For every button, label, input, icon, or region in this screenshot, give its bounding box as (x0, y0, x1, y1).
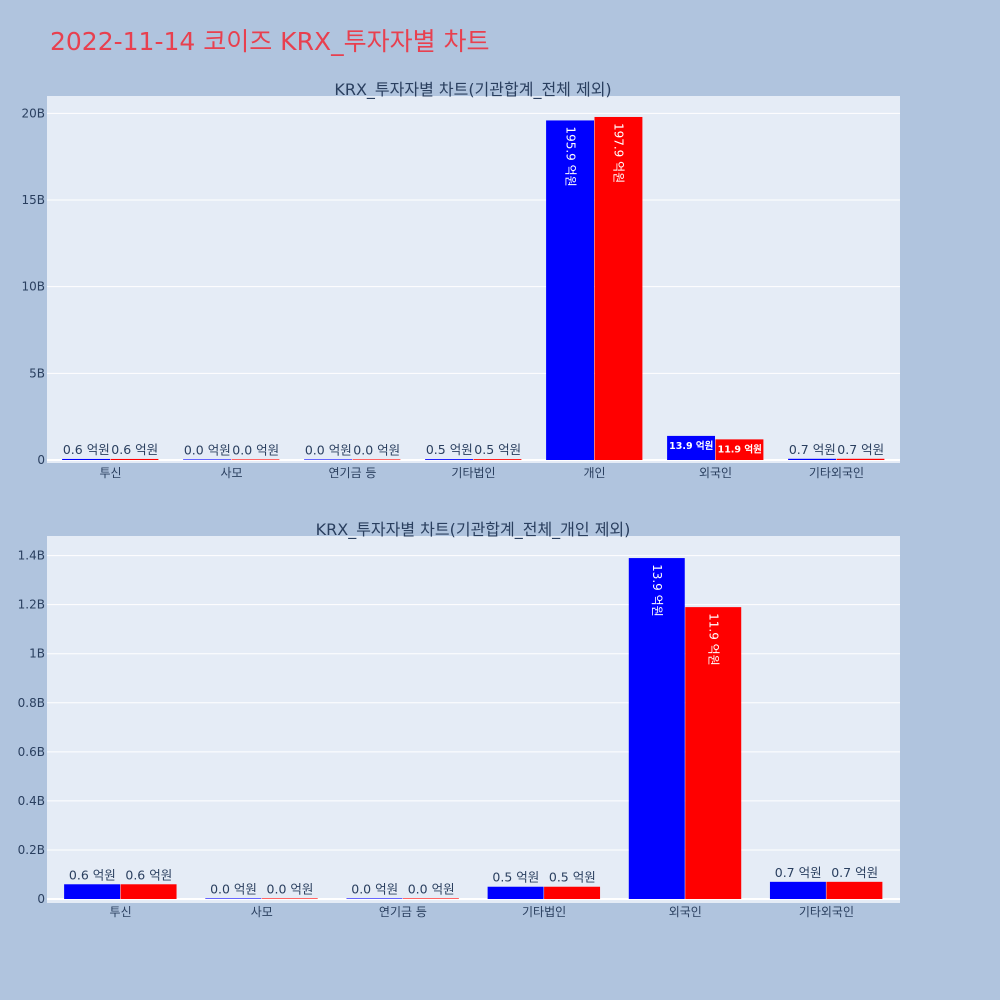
data-label: 197.9 억원 (612, 123, 626, 183)
y-tick-label: 0 (37, 453, 45, 467)
y-tick-label: 15B (21, 193, 45, 207)
y-tick-label: 1B (29, 647, 45, 661)
data-label: 0.7 억원 (775, 865, 822, 880)
bar (64, 884, 121, 899)
chart-1-plot-area (47, 96, 900, 463)
bar (120, 884, 177, 899)
bar (261, 898, 318, 899)
bar (788, 458, 836, 460)
chart-1-title: KRX_투자자별 차트(기관합계_전체 제외) (334, 80, 611, 100)
x-tick-label: 개인 (583, 466, 605, 480)
bar (304, 459, 352, 460)
bar (346, 898, 403, 899)
bar (425, 459, 473, 460)
data-label: 0.6 억원 (63, 442, 110, 457)
data-label: 13.9 억원 (650, 564, 664, 617)
y-tick-label: 0.8B (18, 696, 45, 710)
bar (628, 558, 685, 899)
data-label: 0.6 억원 (111, 442, 158, 457)
x-tick-label: 사모 (220, 466, 242, 480)
y-tick-label: 20B (21, 106, 45, 120)
x-tick-label: 기타외국인 (799, 905, 854, 919)
data-label: 0.0 억원 (408, 881, 455, 896)
bar (594, 116, 643, 461)
bar (826, 881, 883, 899)
x-tick-label: 기타법인 (522, 905, 566, 919)
bar (544, 886, 601, 899)
data-label: 0.5 억원 (549, 870, 596, 885)
y-tick-label: 0.4B (18, 794, 45, 808)
bar (546, 120, 594, 460)
bar (473, 459, 522, 460)
data-label: 0.5 억원 (426, 442, 473, 457)
data-label: 0.7 억원 (831, 865, 878, 880)
bar (667, 435, 715, 460)
x-tick-label: 연기금 등 (329, 466, 377, 480)
bar (685, 607, 742, 899)
y-tick-label: 0.6B (18, 745, 45, 759)
data-label: 0.0 억원 (184, 442, 231, 457)
x-tick-label: 기타법인 (451, 466, 495, 480)
chart-2-layer: 0 0.2B 0.4B 0.6B 0.8B 1B 1.2B 1.4B 투신 0.6 억원 0.6 억… (18, 549, 900, 919)
data-label: 0.0 억원 (210, 881, 257, 896)
x-tick-label: 투신 (110, 905, 132, 919)
data-label: 0.0 억원 (305, 442, 352, 457)
y-tick-label: 5B (29, 366, 45, 380)
y-tick-label: 0.2B (18, 843, 45, 857)
x-tick-label: 외국인 (699, 466, 732, 480)
data-label: 195.9 억원 (563, 126, 577, 186)
bar (402, 898, 459, 899)
data-label: 0.0 억원 (267, 881, 314, 896)
bar (836, 458, 885, 460)
bar (205, 898, 262, 899)
data-label: 0.6 억원 (69, 867, 116, 882)
data-label: 0.7 억원 (837, 442, 884, 457)
bar (183, 459, 231, 460)
data-label: 0.5 억원 (492, 870, 539, 885)
x-tick-label: 사모 (251, 905, 273, 919)
bar (487, 886, 544, 899)
bar (352, 459, 401, 460)
bar (231, 459, 280, 460)
y-tick-label: 10B (21, 280, 45, 294)
y-tick-label: 1.4B (18, 549, 45, 563)
data-label: 0.0 억원 (353, 442, 400, 457)
data-label: 0.0 억원 (351, 881, 398, 896)
chart-2-title: KRX_투자자별 차트(기관합계_전체_개인 제외) (316, 520, 631, 540)
chart-2-plot-area (47, 536, 900, 903)
data-label: 0.7 억원 (789, 442, 836, 457)
data-label: 11.9 억원 (706, 613, 720, 666)
bar (62, 458, 110, 460)
data-label: 0.0 억원 (232, 442, 279, 457)
y-tick-label: 0 (37, 892, 45, 906)
page-title: 2022-11-14 코이즈 KRX_투자자별 차트 (50, 27, 490, 56)
x-tick-label: 기타외국인 (809, 466, 864, 480)
bar (110, 458, 159, 460)
bar (715, 439, 764, 460)
x-tick-label: 투신 (99, 466, 121, 480)
bar (769, 881, 826, 899)
x-tick-label: 연기금 등 (379, 905, 427, 919)
x-tick-label: 외국인 (669, 905, 702, 919)
data-label: 13.9 억원 (669, 440, 713, 452)
data-label: 0.6 억원 (125, 867, 172, 882)
data-label: 11.9 억원 (718, 443, 762, 455)
y-tick-label: 1.2B (18, 598, 45, 612)
data-label: 0.5 억원 (474, 442, 521, 457)
